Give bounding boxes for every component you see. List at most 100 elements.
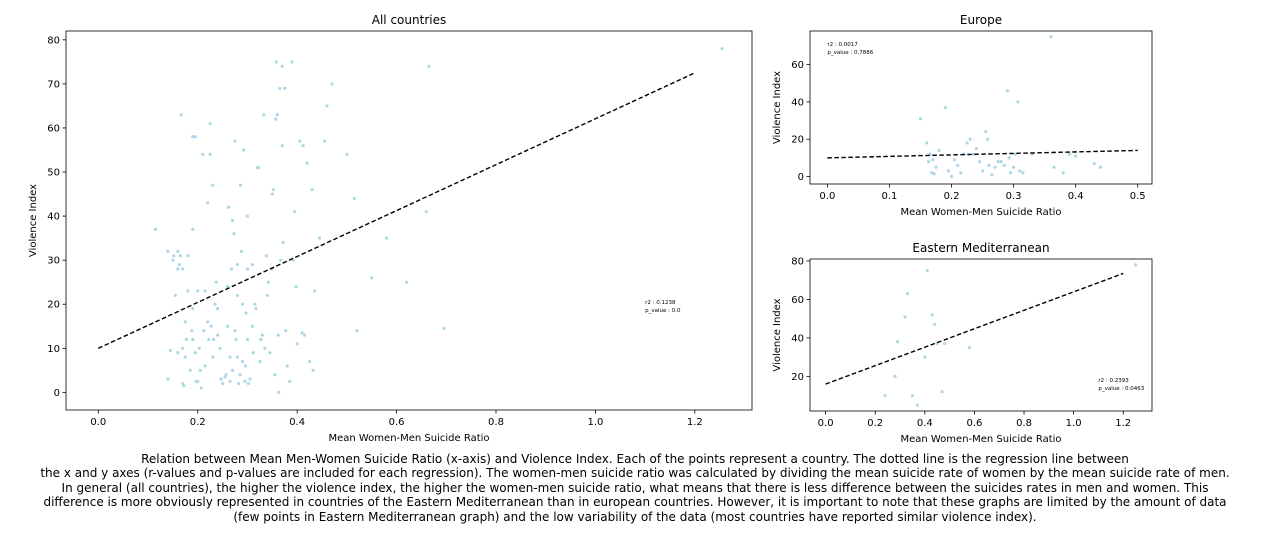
x-axis-label: Mean Women-Men Suicide Ratio bbox=[328, 433, 489, 444]
data-point bbox=[926, 160, 931, 164]
data-point bbox=[345, 152, 349, 156]
data-point bbox=[229, 267, 234, 271]
data-point bbox=[203, 289, 207, 293]
data-point bbox=[953, 158, 957, 162]
data-point bbox=[895, 340, 900, 344]
data-point bbox=[216, 333, 220, 337]
x-tick-label: 0.4 bbox=[289, 417, 305, 428]
x-tick-label: 1.0 bbox=[587, 417, 603, 428]
data-point bbox=[404, 280, 409, 284]
data-point bbox=[1013, 152, 1018, 156]
data-point bbox=[971, 152, 975, 156]
data-point bbox=[178, 254, 182, 258]
x-tick-label: 0.2 bbox=[944, 191, 960, 202]
data-point bbox=[1007, 156, 1011, 160]
data-point bbox=[974, 146, 978, 151]
data-point bbox=[206, 201, 210, 205]
data-point bbox=[943, 342, 947, 346]
y-tick-label: 40 bbox=[791, 333, 804, 344]
x-tick-label: 0.6 bbox=[389, 417, 405, 428]
data-point bbox=[220, 381, 225, 386]
caption-line: Relation between Mean Men-Women Suicide … bbox=[141, 452, 1129, 466]
data-point bbox=[186, 254, 190, 258]
y-axis-label: Violence Index bbox=[28, 184, 39, 257]
data-point bbox=[253, 302, 257, 306]
all-countries-panel: All countries r2 : 0.1238 p_value : 0.0 0.0… bbox=[28, 13, 753, 444]
data-point bbox=[274, 117, 278, 121]
data-point bbox=[166, 377, 170, 381]
data-point bbox=[238, 183, 243, 187]
data-point bbox=[281, 240, 285, 245]
y-tick-label: 20 bbox=[791, 135, 804, 146]
y-tick-label: 0 bbox=[798, 172, 804, 183]
caption-line: (few points in Eastern Mediterranean gra… bbox=[233, 509, 1037, 524]
figure-caption: Relation between Mean Men-Women Suicide … bbox=[0, 452, 1270, 524]
data-point bbox=[275, 113, 279, 117]
data-point bbox=[235, 355, 240, 359]
y-tick-label: 20 bbox=[791, 372, 804, 383]
data-point bbox=[1067, 152, 1072, 156]
data-point bbox=[213, 302, 217, 306]
chart-title: Eastern Mediterranean bbox=[912, 241, 1049, 255]
data-point bbox=[235, 262, 240, 267]
data-point bbox=[937, 148, 941, 153]
data-point bbox=[1018, 169, 1022, 173]
data-point bbox=[352, 196, 356, 201]
data-point bbox=[190, 329, 194, 333]
regression-stats: p_value : 0.0 bbox=[645, 308, 681, 314]
y-tick-label: 80 bbox=[791, 256, 804, 267]
data-point bbox=[1002, 163, 1006, 167]
data-point bbox=[225, 285, 230, 289]
data-point bbox=[903, 315, 907, 319]
data-point bbox=[943, 105, 947, 110]
x-tick-label: 1.2 bbox=[1115, 418, 1131, 429]
y-tick-label: 40 bbox=[47, 212, 60, 223]
data-point bbox=[1008, 171, 1013, 175]
data-point bbox=[228, 379, 232, 383]
data-point bbox=[207, 337, 211, 342]
data-point bbox=[251, 351, 256, 355]
regression-line bbox=[827, 149, 1138, 159]
data-point bbox=[183, 355, 187, 359]
data-point bbox=[370, 276, 374, 280]
data-point bbox=[184, 337, 188, 342]
data-point bbox=[915, 403, 919, 407]
data-point bbox=[283, 86, 287, 90]
caption-line: In general (all countries), the higher t… bbox=[61, 480, 1209, 495]
data-point bbox=[193, 135, 197, 139]
data-point bbox=[196, 289, 200, 293]
data-point bbox=[208, 121, 212, 126]
data-point bbox=[241, 148, 246, 152]
data-point bbox=[245, 267, 250, 271]
x-tick-label: 0.4 bbox=[917, 418, 933, 429]
data-point bbox=[424, 210, 428, 214]
data-point bbox=[310, 188, 314, 192]
x-tick-label: 0.0 bbox=[818, 418, 834, 429]
data-point bbox=[905, 292, 910, 296]
data-point bbox=[278, 86, 282, 90]
data-point bbox=[183, 320, 187, 324]
data-point bbox=[181, 346, 185, 350]
data-point bbox=[259, 337, 263, 342]
data-point bbox=[248, 377, 252, 381]
chart-title: Europe bbox=[960, 13, 1002, 27]
data-point bbox=[1016, 100, 1020, 104]
regression-stats: p_value : 0.7886 bbox=[827, 50, 873, 56]
data-point bbox=[244, 311, 248, 315]
data-point bbox=[910, 394, 915, 398]
data-point bbox=[198, 368, 202, 372]
data-point bbox=[263, 346, 267, 350]
data-point bbox=[265, 293, 269, 298]
data-point bbox=[442, 326, 446, 331]
x-tick-label: 1.2 bbox=[687, 417, 703, 428]
data-point bbox=[240, 302, 245, 306]
data-point bbox=[258, 359, 262, 364]
data-point bbox=[1098, 165, 1103, 169]
data-point bbox=[893, 374, 897, 378]
data-point bbox=[987, 163, 991, 167]
data-point bbox=[930, 171, 934, 175]
data-point bbox=[182, 384, 186, 388]
data-point bbox=[990, 173, 994, 177]
data-point bbox=[153, 227, 158, 231]
data-point bbox=[191, 227, 195, 231]
